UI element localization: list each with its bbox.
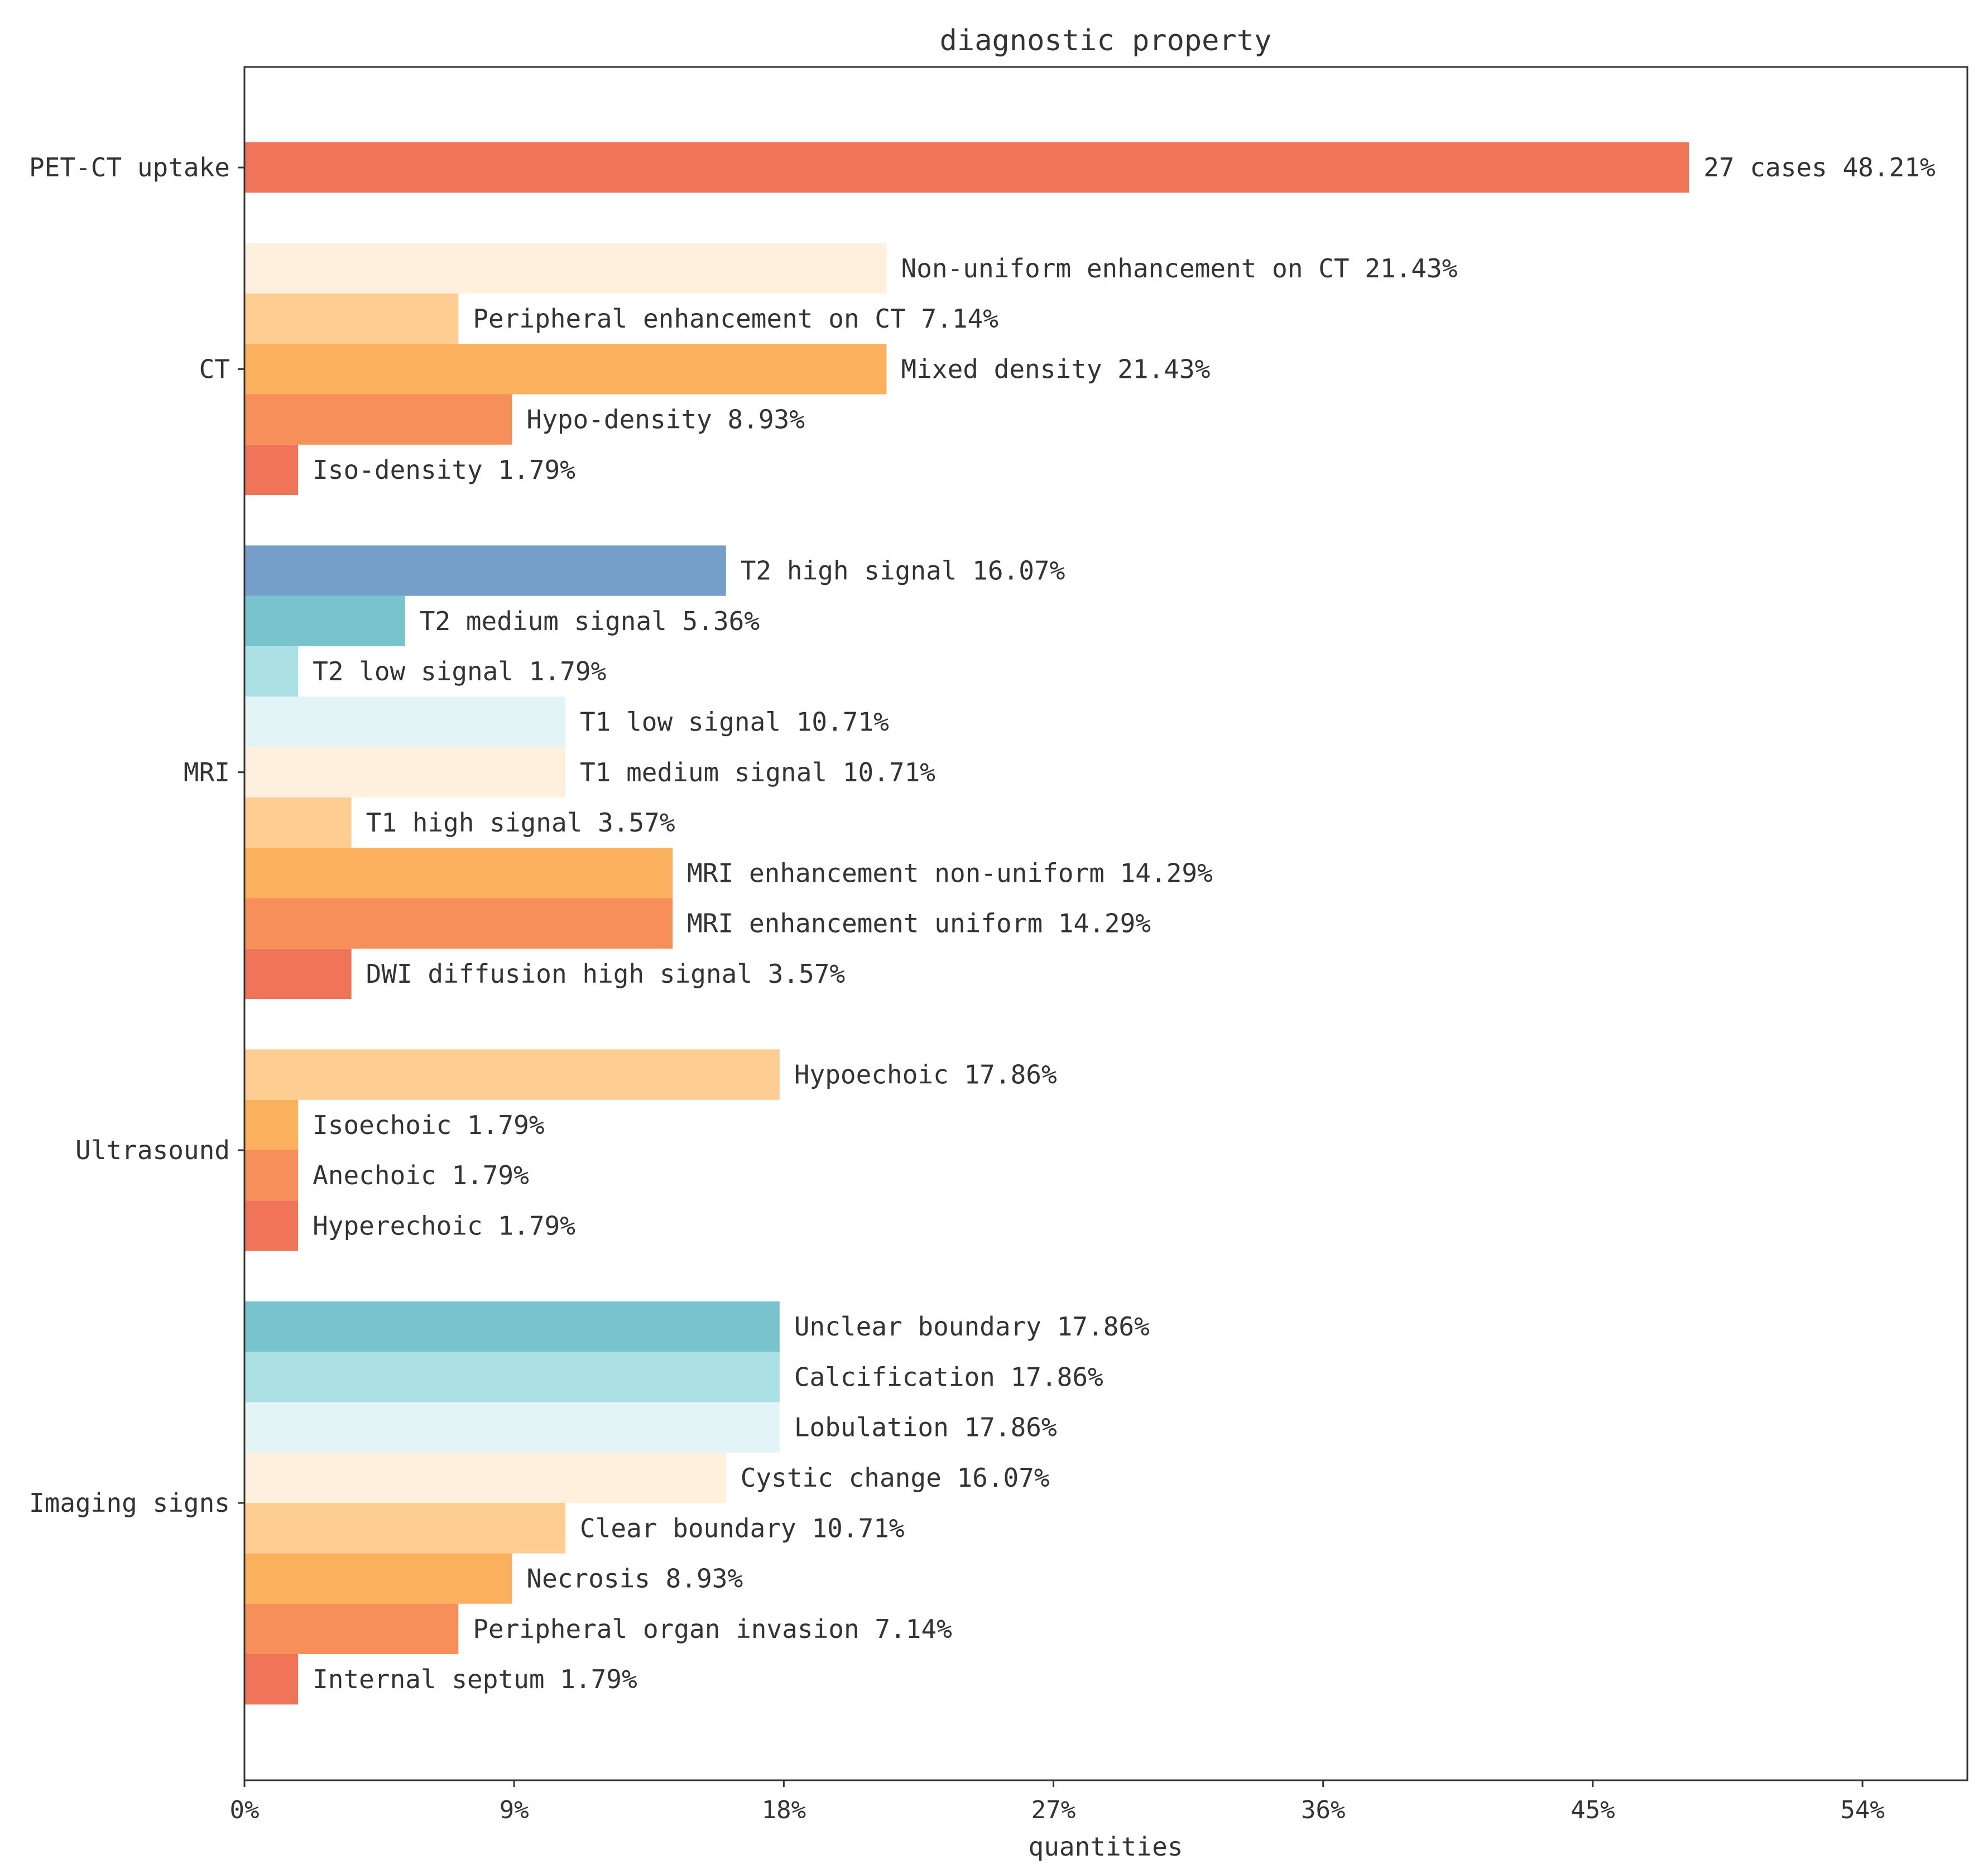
bar	[244, 948, 352, 1000]
data-label: Necrosis 8.93%	[526, 1564, 743, 1594]
bar	[244, 1553, 512, 1604]
data-label: Hyperechoic 1.79%	[313, 1210, 575, 1241]
x-tick-label: 27%	[1031, 1796, 1075, 1824]
x-tick-label: 9%	[500, 1796, 529, 1824]
x-tick-label: 45%	[1571, 1796, 1615, 1824]
data-label: MRI enhancement non-uniform 14.29%	[687, 858, 1213, 888]
data-label: T1 low signal 10.71%	[580, 707, 889, 737]
bar	[244, 747, 565, 797]
data-label: DWI diffusion high signal 3.57%	[366, 959, 846, 989]
bar	[244, 1099, 299, 1150]
bar	[244, 696, 565, 747]
bar	[244, 797, 352, 848]
y-axis: PET-CT uptake CT MRI Ultrasound Imaging sign…	[29, 152, 244, 1518]
bar	[244, 1402, 780, 1453]
data-label: Cystic change 16.07%	[741, 1463, 1050, 1493]
y-tick-label: CT	[199, 354, 230, 384]
data-label: 27 cases 48.21%	[1703, 152, 1935, 182]
data-label: Lobulation 17.86%	[794, 1412, 1057, 1443]
data-label: Hypoechoic 17.86%	[794, 1060, 1057, 1090]
data-label: Hypo-density 8.93%	[526, 405, 805, 435]
bar	[244, 646, 299, 697]
data-label: Calcification 17.86%	[794, 1362, 1103, 1392]
chart-title: diagnostic property	[940, 24, 1272, 57]
data-label: Unclear boundary 17.86%	[794, 1311, 1150, 1342]
x-tick-label: 54%	[1840, 1796, 1884, 1824]
bar	[244, 394, 512, 445]
bar	[244, 898, 673, 949]
plot-frame	[243, 66, 1968, 1781]
y-tick-label: Imaging signs	[29, 1488, 230, 1518]
bar	[244, 1352, 780, 1402]
bar	[244, 1049, 780, 1100]
data-label: MRI enhancement uniform 14.29%	[687, 909, 1151, 939]
data-label: Anechoic 1.79%	[313, 1160, 529, 1190]
x-tick-label: 0%	[230, 1796, 260, 1824]
x-axis: 0% 9% 18% 27% 36% 45% 54%	[230, 1780, 1885, 1824]
bar	[244, 848, 673, 899]
bar	[244, 1200, 299, 1251]
bar	[244, 293, 459, 344]
data-label: T2 low signal 1.79%	[313, 656, 606, 686]
bar	[244, 1301, 780, 1352]
x-tick-label: 36%	[1301, 1796, 1345, 1824]
bar	[244, 545, 726, 596]
bar	[244, 444, 299, 496]
bar	[244, 1654, 299, 1705]
data-label: T1 high signal 3.57%	[366, 808, 675, 838]
data-label: T2 medium signal 5.36%	[420, 606, 760, 636]
data-label: Iso-density 1.79%	[313, 455, 575, 485]
bar	[244, 595, 405, 646]
x-axis-label: quantities	[1029, 1832, 1183, 1862]
data-label: Isoechoic 1.79%	[313, 1110, 544, 1140]
bar	[244, 243, 887, 294]
bar	[244, 1503, 565, 1554]
data-labels-layer: 27 cases 48.21% Non-uniform enhancement o…	[313, 152, 1936, 1694]
bar	[244, 1452, 726, 1503]
bar	[244, 1150, 299, 1201]
data-label: T2 high signal 16.07%	[741, 556, 1065, 586]
data-label: Peripheral enhancement on CT 7.14%	[473, 304, 998, 334]
y-tick-label: MRI	[184, 757, 230, 787]
data-label: Non-uniform enhancement on CT 21.43%	[901, 253, 1458, 284]
x-tick-label: 18%	[762, 1796, 806, 1824]
data-label: Internal septum 1.79%	[313, 1664, 637, 1694]
data-label: T1 medium signal 10.71%	[580, 757, 935, 787]
data-label: Peripheral organ invasion 7.14%	[473, 1614, 952, 1644]
bar	[244, 344, 887, 395]
y-tick-label: PET-CT uptake	[29, 152, 230, 182]
bar	[244, 142, 1689, 193]
bars-layer	[244, 142, 1689, 1705]
data-label: Mixed density 21.43%	[901, 354, 1211, 384]
bar	[244, 1603, 459, 1654]
data-label: Clear boundary 10.71%	[580, 1513, 905, 1543]
y-tick-label: Ultrasound	[75, 1135, 230, 1165]
